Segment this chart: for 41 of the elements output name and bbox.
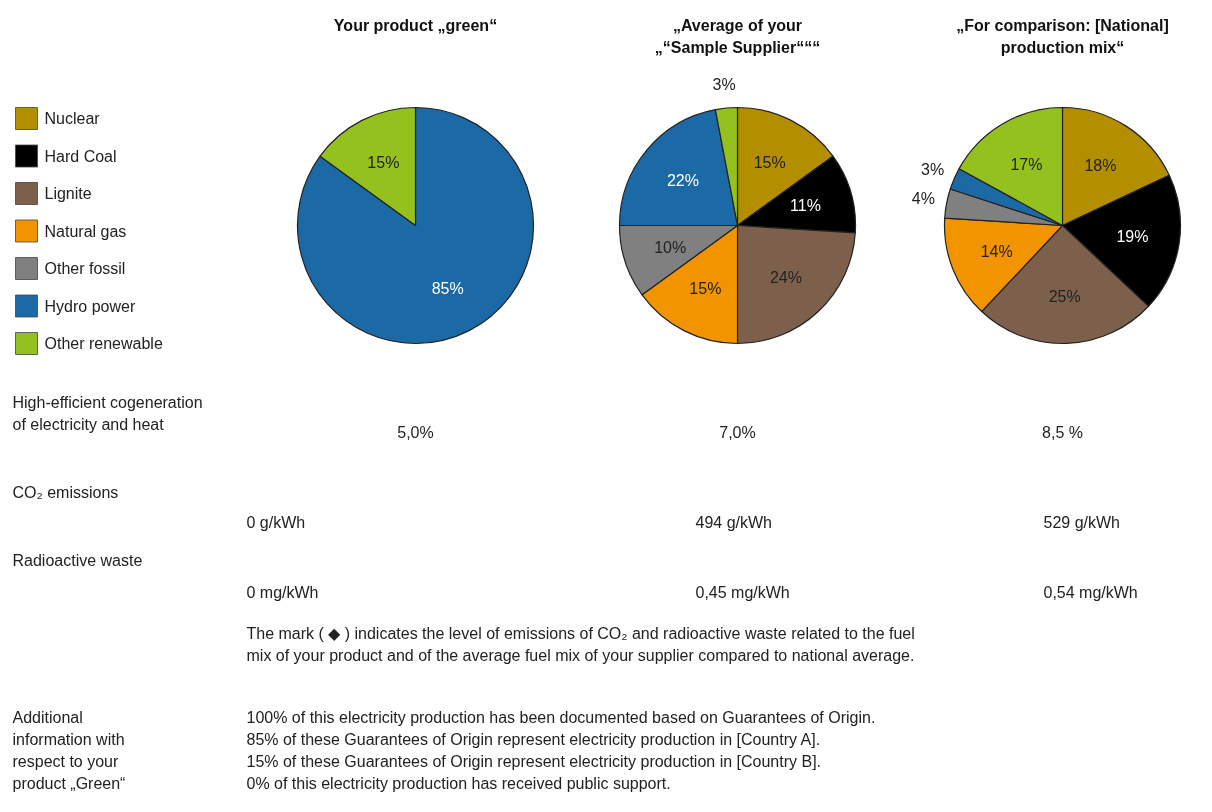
text: 0 g/kWh bbox=[246, 513, 306, 531]
text: 529 g/kWh bbox=[1043, 513, 1120, 531]
legend-label: Hard Coal bbox=[44, 147, 117, 165]
legend-label: Other fossil bbox=[44, 260, 126, 277]
text: 0,45 mg/kWh bbox=[695, 583, 790, 601]
text: Additional information with respect to your product „Green“ bbox=[12, 708, 126, 792]
text: 7,0% bbox=[719, 423, 756, 441]
data-label: 22% bbox=[666, 171, 699, 189]
data-label: 25% bbox=[1048, 287, 1081, 305]
text: Radioactive waste bbox=[12, 551, 143, 569]
data-label: 14% bbox=[980, 243, 1013, 261]
data-label: 15% bbox=[753, 153, 786, 171]
text: 0 mg/kWh bbox=[246, 583, 319, 601]
text: 494 g/kWh bbox=[695, 513, 772, 531]
text: 8,5 % bbox=[1042, 423, 1083, 441]
data-label: 3% bbox=[920, 160, 945, 178]
data-label: 24% bbox=[769, 268, 802, 286]
chart-title: Your product „green“ bbox=[333, 16, 498, 34]
legend-label: Hydro power bbox=[44, 297, 136, 315]
data-label: 15% bbox=[367, 153, 400, 171]
text: 100% of this electricity production has been documented based on Guarantees of Origin. 85% of these Guarantees of Origin represent electricity production in [Country A]. 15% of these Guarantees of Origin represent electricity production in [Country B]. 0% of this electricity production has received public support. bbox=[246, 708, 876, 792]
data-label: 19% bbox=[1116, 228, 1149, 246]
text: CO₂ emissions bbox=[12, 483, 119, 501]
data-label: 11% bbox=[790, 197, 821, 215]
legend-label: Other renewable bbox=[44, 335, 163, 352]
chart-title: „Average of your „“Sample Supplier“““ bbox=[654, 16, 821, 56]
text: High-efficient cogeneration of electricity and heat bbox=[12, 393, 203, 433]
text: 0,54 mg/kWh bbox=[1043, 583, 1138, 601]
data-label: 10% bbox=[654, 238, 687, 256]
text: 5,0% bbox=[397, 423, 434, 441]
data-label: 18% bbox=[1084, 157, 1117, 175]
data-label: 17% bbox=[1010, 156, 1043, 174]
legend-label: Natural gas bbox=[44, 222, 127, 240]
data-label: 85% bbox=[431, 280, 464, 298]
text: The mark ( ◆ ) indicates the level of emissions of CO₂ and radioactive waste related to the fuel mix of your product and of the average fuel mix of your supplier compared to national average. bbox=[246, 624, 915, 664]
legend-label: Lignite bbox=[44, 185, 92, 202]
chart-title: „For comparison: [National] production mix“ bbox=[956, 16, 1169, 56]
data-label: 15% bbox=[689, 280, 722, 298]
data-label: 3% bbox=[712, 76, 736, 94]
data-label: 4% bbox=[911, 190, 935, 208]
legend-label: Nuclear bbox=[44, 110, 101, 127]
